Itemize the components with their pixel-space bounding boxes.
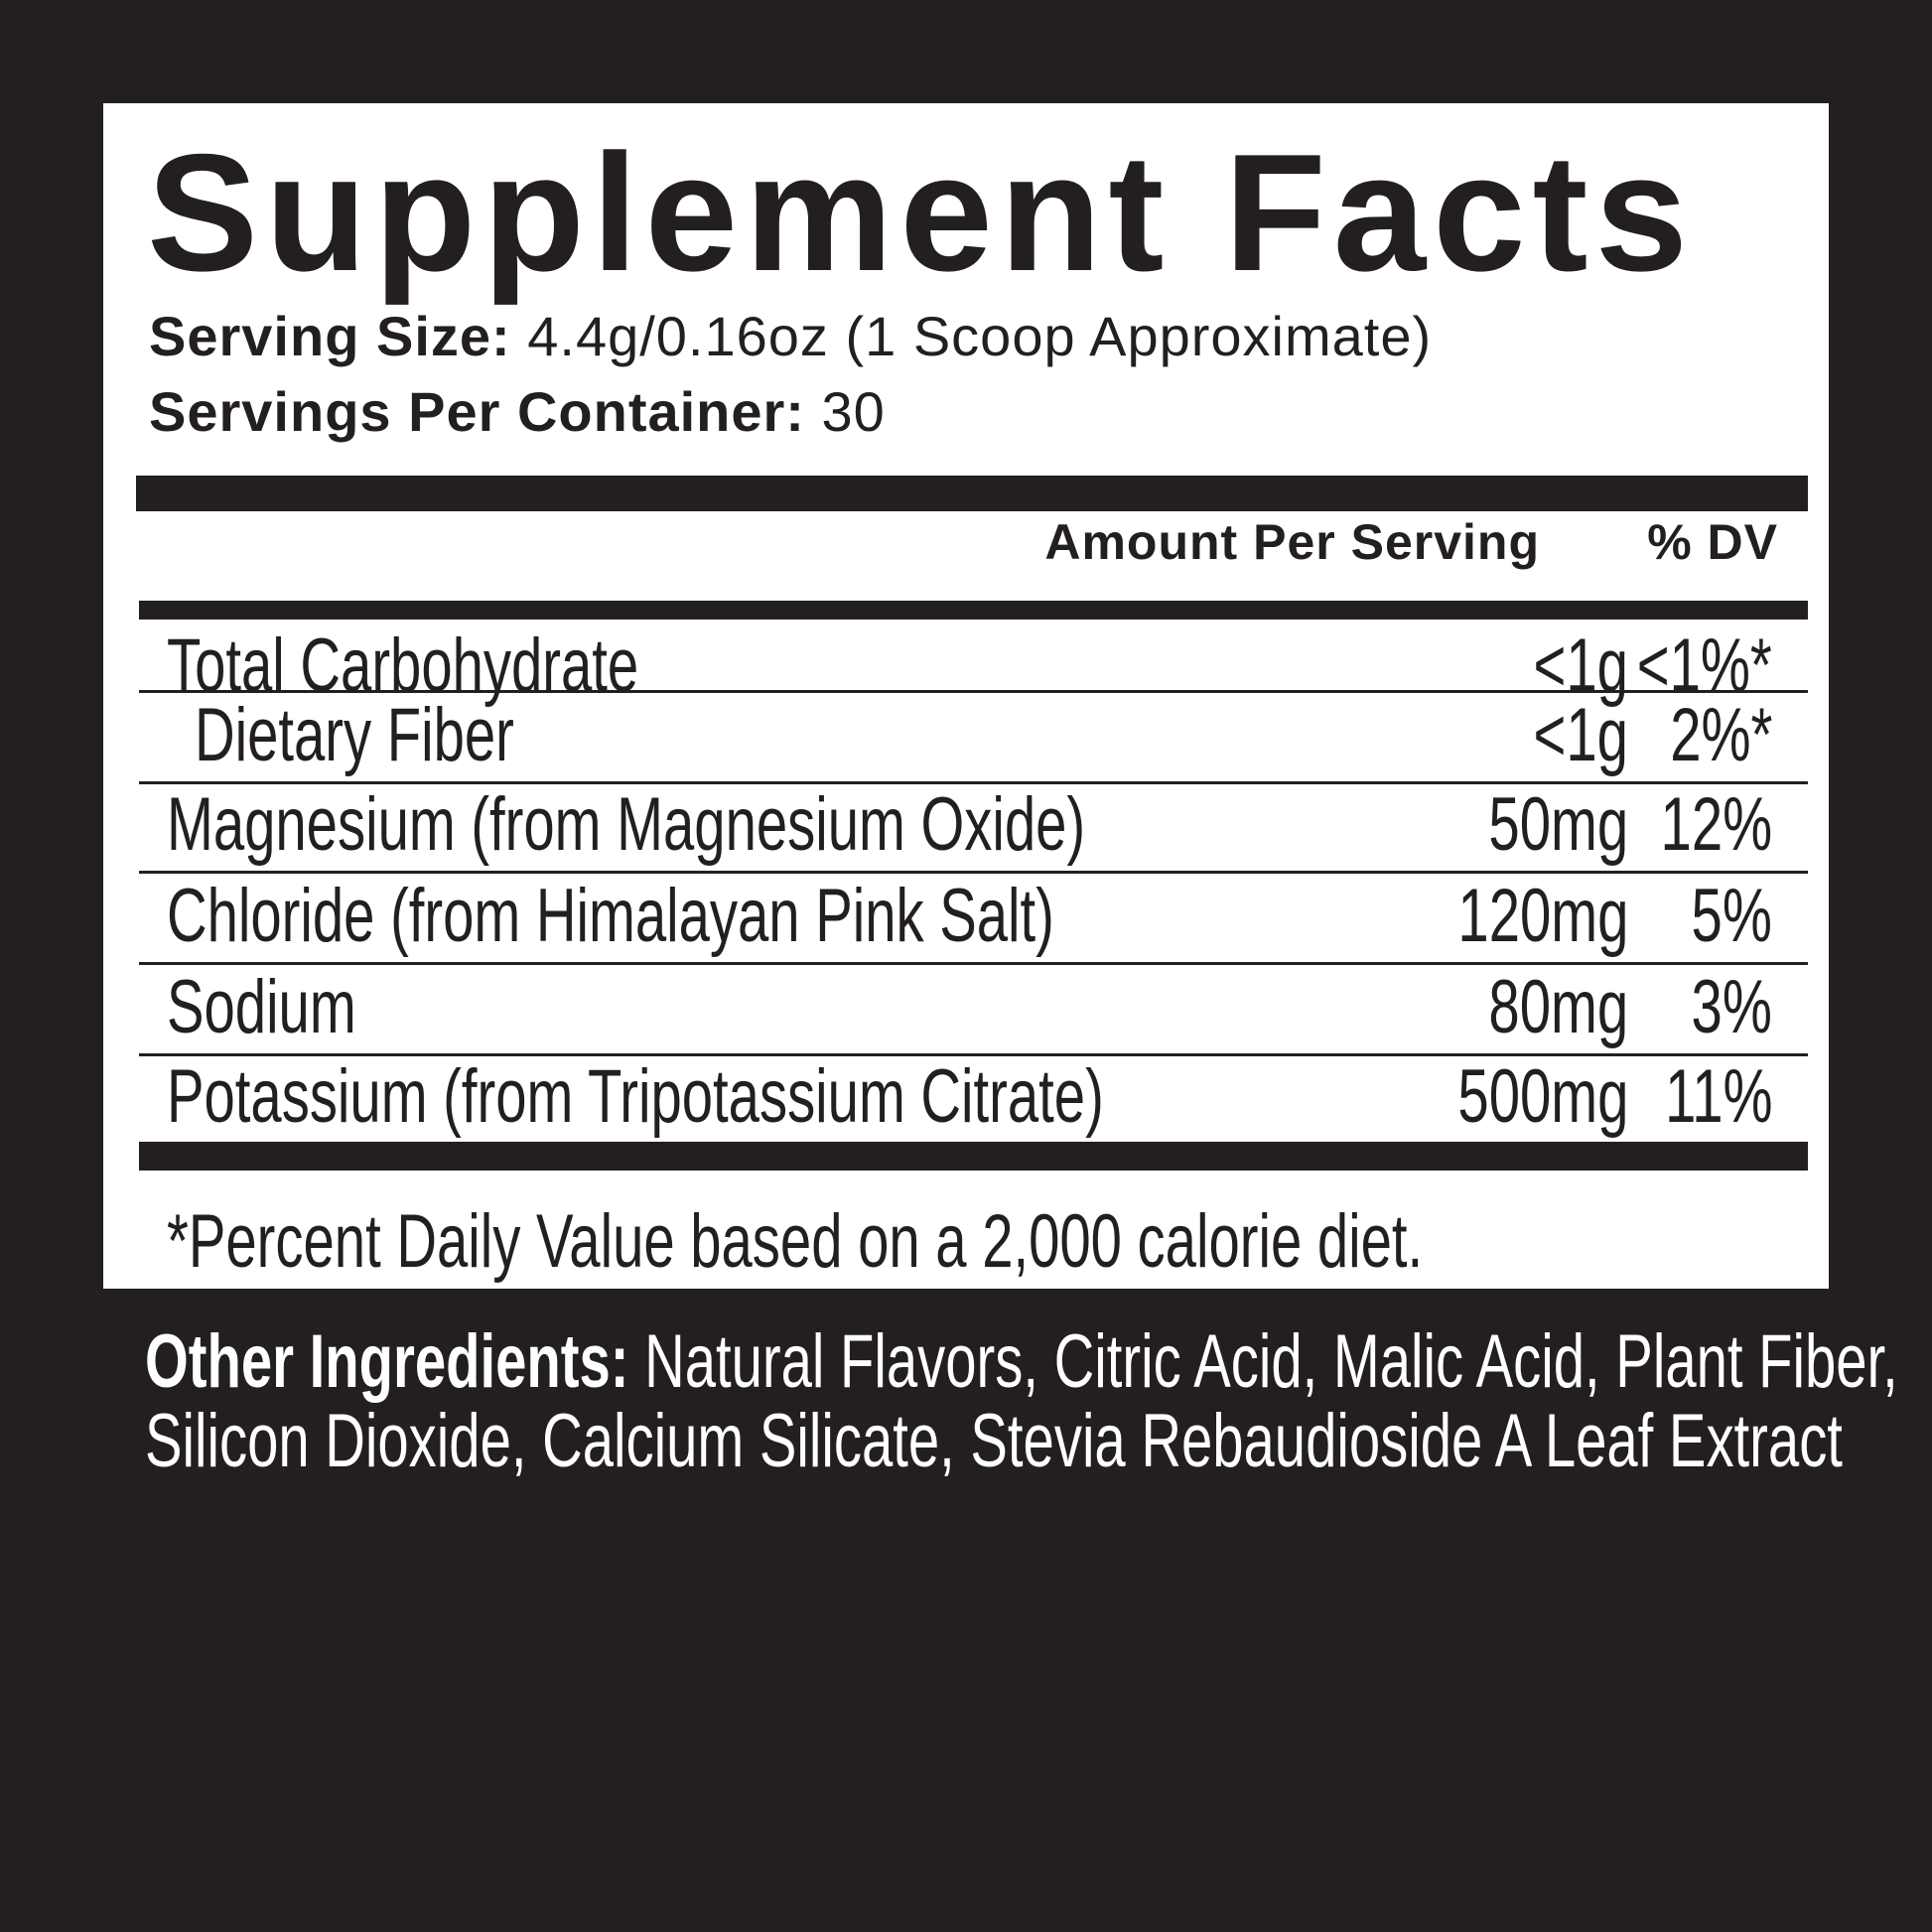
nutrient-name: Magnesium (from Magnesium Oxide) xyxy=(167,782,1086,867)
nutrient-dv: 11% xyxy=(1664,1054,1772,1139)
nutrient-dv: 12% xyxy=(1660,782,1772,867)
servings-per-container-value: 30 xyxy=(821,380,886,443)
nutrient-dv: <1%* xyxy=(1636,623,1772,708)
table-row: Potassium (from Tripotassium Citrate) 50… xyxy=(139,1051,1808,1143)
serving-size-value: 4.4g/0.16oz (1 Scoop Approximate) xyxy=(527,305,1433,367)
other-ingredients-line-2: Silicon Dioxide, Calcium Silicate, Stevi… xyxy=(145,1399,1843,1483)
table-row: Chloride (from Himalayan Pink Salt) 120m… xyxy=(139,871,1808,965)
serving-size-label: Serving Size: xyxy=(149,305,511,367)
page-title: Supplement Facts xyxy=(147,119,1695,306)
table-row: Magnesium (from Magnesium Oxide) 50mg 12… xyxy=(139,779,1808,874)
nutrient-amount: <1g xyxy=(1533,693,1628,777)
servings-per-container-label: Servings Per Container: xyxy=(149,380,805,443)
table-row: Sodium 80mg 3% xyxy=(139,962,1808,1056)
other-ingredients: Other Ingredients: Natural Flavors, Citr… xyxy=(145,1324,1898,1400)
nutrient-name: Chloride (from Himalayan Pink Salt) xyxy=(167,874,1054,958)
bottom-divider xyxy=(139,1142,1808,1171)
nutrient-amount: 120mg xyxy=(1457,874,1628,958)
nutrient-amount: 80mg xyxy=(1488,965,1628,1049)
servings-per-container: Servings Per Container: 30 xyxy=(149,379,886,444)
table-row: Total Carbohydrate <1g <1%* xyxy=(139,599,1808,708)
amount-column-header: Amount Per Serving xyxy=(1044,514,1540,570)
supplement-facts-panel: Supplement Facts Serving Size: 4.4g/0.16… xyxy=(103,103,1829,1289)
nutrient-amount: 50mg xyxy=(1488,782,1628,867)
nutrient-name: Dietary Fiber xyxy=(195,693,514,777)
nutrient-dv: 2%* xyxy=(1669,693,1772,777)
thick-divider xyxy=(136,476,1808,511)
dv-column-header: % DV xyxy=(1647,514,1778,570)
nutrient-name: Total Carbohydrate xyxy=(167,623,639,708)
nutrient-name: Sodium xyxy=(167,965,356,1049)
nutrient-name: Potassium (from Tripotassium Citrate) xyxy=(167,1054,1104,1139)
other-ingredients-line-1: Natural Flavors, Citric Acid, Malic Acid… xyxy=(644,1319,1898,1404)
nutrient-dv: 5% xyxy=(1691,874,1772,958)
table-row: Dietary Fiber <1g 2%* xyxy=(139,690,1808,784)
nutrient-amount: 500mg xyxy=(1457,1054,1628,1139)
header-divider xyxy=(139,601,1808,620)
other-ingredients-label: Other Ingredients: xyxy=(145,1319,629,1404)
nutrient-dv: 3% xyxy=(1691,965,1772,1049)
nutrient-amount: <1g xyxy=(1533,623,1628,708)
serving-size: Serving Size: 4.4g/0.16oz (1 Scoop Appro… xyxy=(149,304,1432,368)
footnote: *Percent Daily Value based on a 2,000 ca… xyxy=(167,1199,1424,1284)
